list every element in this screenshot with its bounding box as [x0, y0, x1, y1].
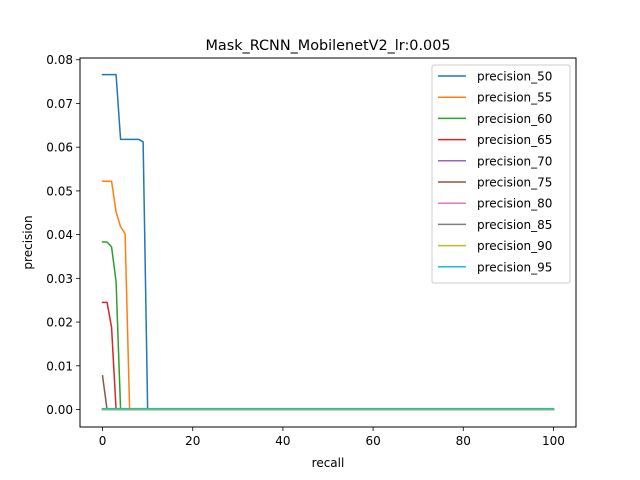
legend-label: precision_65: [477, 133, 552, 147]
legend-label: precision_75: [477, 176, 552, 190]
y-tick-label: 0.02: [46, 316, 73, 330]
x-tick-label: 100: [542, 434, 565, 448]
y-tick-label: 0.08: [46, 53, 73, 67]
legend-label: precision_50: [477, 70, 552, 84]
x-ticks: 0 20 40 60 80 100: [99, 427, 565, 448]
legend-label: precision_70: [477, 154, 552, 168]
legend-box: [431, 64, 571, 284]
x-tick-label: 0: [99, 434, 107, 448]
legend-label: precision_60: [477, 112, 552, 126]
y-tick-label: 0.00: [46, 403, 73, 417]
legend-label: precision_55: [477, 91, 552, 105]
axes-frame: [79, 57, 577, 428]
legend: precision_50 precision_55 precision_60prec…: [431, 64, 571, 284]
x-tick-label: 40: [275, 434, 290, 448]
legend-label: precision_80: [477, 197, 552, 211]
y-axis-label: precision: [21, 215, 35, 269]
legend-label: precision_85: [477, 218, 552, 232]
y-tick-label: 0.03: [46, 272, 73, 286]
legend-label: precision_90: [477, 239, 552, 253]
chart-title: Mask_RCNN_MobilenetV2_lr:0.005: [205, 38, 450, 54]
y-tick-label: 0.06: [46, 141, 73, 155]
series-layer: [101, 73, 555, 411]
legend-label: precision_95: [477, 260, 552, 274]
x-tick-label: 60: [365, 434, 380, 448]
y-tick-label: 0.04: [46, 228, 73, 242]
y-tick-label: 0.07: [46, 97, 73, 111]
y-tick-label: 0.01: [46, 359, 73, 373]
series-line-precision_55: [101, 180, 555, 411]
x-tick-label: 20: [185, 434, 200, 448]
series-line-precision_50: [101, 73, 555, 411]
x-tick-label: 80: [456, 434, 471, 448]
y-tick-label: 0.05: [46, 184, 73, 198]
x-axis-label: recall: [312, 456, 345, 470]
y-ticks: 0.00 0.01 0.02 0.03 0.04 0.05 0.06 0.07 0.08: [46, 53, 80, 417]
